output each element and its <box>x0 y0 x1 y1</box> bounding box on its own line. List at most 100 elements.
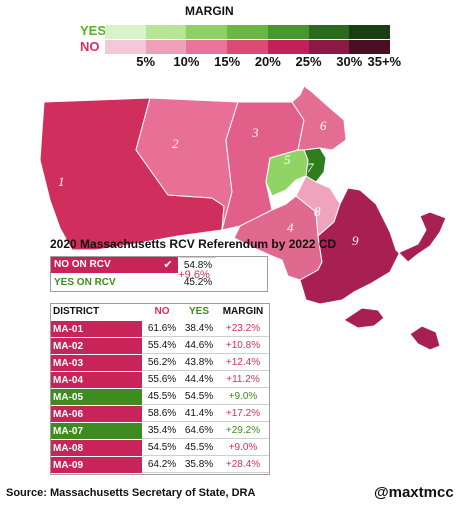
district-cell: MA-07 <box>50 422 142 439</box>
legend-yes-swatch <box>267 25 309 39</box>
legend-yes-swatch <box>145 25 187 39</box>
no-cell: 58.6% <box>143 405 181 422</box>
district-cell: MA-09 <box>50 456 142 473</box>
margin-cell: +11.2% <box>217 371 269 388</box>
source-note: Source: Massachusetts Secretary of State… <box>6 487 256 499</box>
yes-cell: 44.4% <box>181 371 217 388</box>
legend-yes-swatch <box>105 25 146 39</box>
table-row: MA-07 35.4% 64.6% +29.2% <box>50 422 270 439</box>
yes-cell: 38.4% <box>181 320 217 337</box>
legend-yes-swatch <box>308 25 350 39</box>
legend-title: MARGIN <box>185 4 234 18</box>
no-cell: 55.4% <box>143 337 181 354</box>
district-cell: MA-04 <box>50 371 142 388</box>
header-margin: MARGIN <box>222 306 264 317</box>
legend-tick-label: 35+% <box>367 54 402 69</box>
no-cell: 45.5% <box>143 388 181 405</box>
legend-no-swatch <box>267 40 309 54</box>
svg-text:7: 7 <box>307 160 314 175</box>
legend-yes-swatch <box>227 25 268 39</box>
svg-text:9: 9 <box>352 233 359 248</box>
no-cell: 55.6% <box>143 371 181 388</box>
margin-cell: +29.2% <box>217 422 269 439</box>
legend-tick-label: 30% <box>336 54 363 69</box>
svg-text:2: 2 <box>172 136 179 151</box>
summary-yes-label: YES ON RCV <box>50 275 178 291</box>
island-nantucket <box>409 325 441 351</box>
table-row: MA-03 56.2% 43.8% +12.4% <box>50 354 270 371</box>
margin-cell: +12.4% <box>217 354 269 371</box>
margin-cell: +23.2% <box>217 320 269 337</box>
margin-legend: MARGIN YES NO 5% 10% 15% 20% 25% 30% 35+% <box>70 4 401 72</box>
legend-no-scale <box>105 40 391 54</box>
district-cell: MA-01 <box>50 320 142 337</box>
district-5-shape[interactable] <box>265 149 309 197</box>
table-row: MA-06 58.6% 41.4% +17.2% <box>50 405 270 422</box>
table-row: MA-08 54.5% 45.5% +9.0% <box>50 439 270 456</box>
no-cell: 64.2% <box>143 456 181 473</box>
island-marthas-vineyard <box>343 307 385 329</box>
district-cell: MA-03 <box>50 354 142 371</box>
legend-ticks: 5% 10% 15% 20% 25% 30% 35+% <box>105 54 401 72</box>
yes-cell: 45.5% <box>181 439 217 456</box>
table-header: DISTRICT NO YES MARGIN <box>50 303 270 320</box>
margin-cell: +17.2% <box>217 405 269 422</box>
margin-cell: +10.8% <box>217 337 269 354</box>
legend-tick-label: 20% <box>254 54 281 69</box>
no-cell: 54.5% <box>143 439 181 456</box>
legend-no-swatch <box>145 40 187 54</box>
district-cell: MA-06 <box>50 405 142 422</box>
margin-cell: +28.4% <box>217 456 269 473</box>
svg-text:1: 1 <box>58 174 65 189</box>
table-row: MA-05 45.5% 54.5% +9.0% <box>50 388 270 405</box>
svg-text:4: 4 <box>287 220 294 235</box>
legend-no-label: NO <box>80 39 100 54</box>
yes-cell: 43.8% <box>181 354 217 371</box>
district-7-shape[interactable] <box>303 147 327 183</box>
district-cell: MA-08 <box>50 439 142 456</box>
yes-cell: 64.6% <box>181 422 217 439</box>
district-cell: MA-05 <box>50 388 142 405</box>
check-icon: ✔ <box>163 259 173 271</box>
district-9-shape[interactable] <box>299 187 447 305</box>
summary-yes-pct: 45.2% <box>183 277 213 288</box>
margin-cell: +9.0% <box>217 388 269 405</box>
yes-cell: 44.6% <box>181 337 217 354</box>
yes-cell: 41.4% <box>181 405 217 422</box>
summary-margin: +9.6% <box>178 269 210 281</box>
legend-no-swatch <box>186 40 228 54</box>
no-cell: 35.4% <box>143 422 181 439</box>
table-row: MA-04 55.6% 44.4% +11.2% <box>50 371 270 388</box>
summary-no-label: NO ON RCV <box>50 257 178 273</box>
legend-yes-scale <box>105 25 391 39</box>
legend-yes-swatch <box>186 25 228 39</box>
summary-title: 2020 Massachusetts RCV Referendum by 202… <box>50 237 337 251</box>
legend-yes-label: YES <box>80 23 107 38</box>
legend-tick-label: 5% <box>136 54 156 69</box>
legend-no-swatch <box>349 40 391 54</box>
header-yes: YES <box>188 306 209 317</box>
table-row: MA-09 64.2% 35.8% +28.4% <box>50 456 270 473</box>
header-no: NO <box>154 306 170 317</box>
no-cell: 61.6% <box>143 320 181 337</box>
yes-cell: 54.5% <box>181 388 217 405</box>
legend-tick-label: 15% <box>214 54 241 69</box>
legend-no-swatch <box>105 40 146 54</box>
summary-no-pct: 54.8% <box>180 257 216 273</box>
table-row: MA-01 61.6% 38.4% +23.2% <box>50 320 270 337</box>
author-credit: @maxtmcc <box>374 484 454 501</box>
yes-cell: 35.8% <box>181 456 217 473</box>
no-cell: 56.2% <box>143 354 181 371</box>
svg-text:6: 6 <box>320 118 327 133</box>
header-district: DISTRICT <box>53 306 100 317</box>
legend-no-swatch <box>227 40 268 54</box>
margin-cell: +9.0% <box>217 439 269 456</box>
table-row: MA-02 55.4% 44.6% +10.8% <box>50 337 270 354</box>
legend-tick-label: 25% <box>295 54 322 69</box>
svg-text:3: 3 <box>251 125 259 140</box>
district-cell: MA-02 <box>50 337 142 354</box>
svg-text:8: 8 <box>314 204 321 219</box>
legend-yes-swatch <box>349 25 391 39</box>
svg-text:5: 5 <box>284 152 291 167</box>
